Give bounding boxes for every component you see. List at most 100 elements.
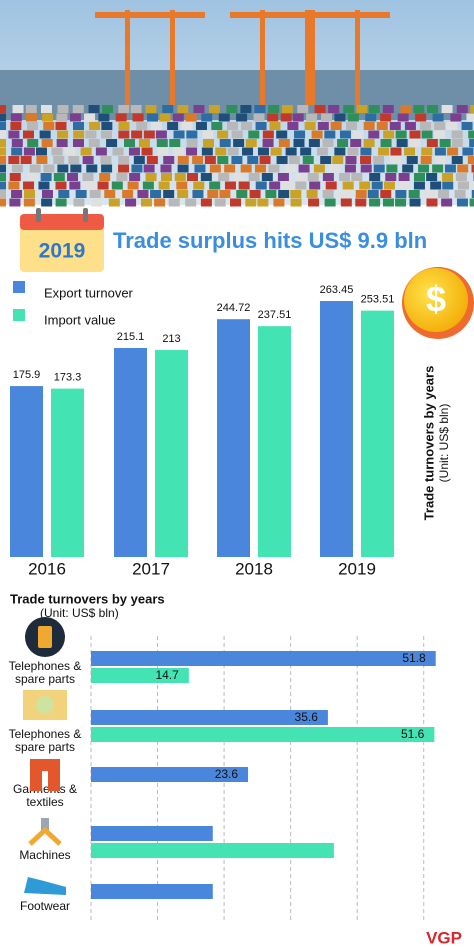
container	[261, 173, 273, 181]
container	[192, 156, 204, 164]
container	[334, 147, 346, 156]
container	[471, 164, 474, 173]
container	[420, 156, 432, 164]
container	[240, 164, 252, 173]
container	[128, 147, 140, 156]
container	[262, 130, 274, 139]
container	[255, 122, 267, 130]
container	[363, 139, 375, 147]
container	[432, 113, 444, 122]
container	[0, 190, 6, 198]
crane-leg	[355, 10, 360, 105]
container	[194, 164, 206, 173]
container	[413, 181, 425, 190]
container	[133, 156, 145, 164]
container	[8, 130, 20, 139]
container	[257, 147, 269, 156]
container	[249, 190, 261, 198]
container	[101, 122, 113, 130]
container	[0, 156, 6, 164]
container	[245, 198, 257, 207]
container	[150, 122, 162, 130]
container	[340, 198, 352, 207]
coin	[404, 268, 468, 332]
container	[257, 198, 269, 207]
container	[280, 113, 292, 122]
container	[467, 156, 474, 164]
container	[382, 198, 394, 207]
container	[262, 139, 274, 147]
container	[395, 198, 407, 207]
container	[408, 190, 420, 198]
container	[11, 147, 23, 156]
container	[255, 181, 267, 190]
container	[383, 130, 395, 139]
bar	[10, 386, 43, 557]
crane-leg	[260, 10, 265, 105]
container	[20, 156, 32, 164]
container	[451, 156, 463, 164]
container	[380, 139, 392, 147]
container	[75, 190, 87, 198]
container	[430, 181, 442, 190]
calendar-ring	[83, 208, 88, 222]
container	[231, 130, 243, 139]
container	[162, 105, 174, 113]
container	[23, 147, 35, 156]
container	[468, 130, 474, 139]
container	[309, 181, 321, 190]
crane-beam	[280, 12, 390, 18]
container	[268, 164, 280, 173]
container	[238, 181, 250, 190]
bar	[91, 651, 436, 666]
value-label: 263.45	[320, 284, 354, 296]
container	[174, 173, 186, 181]
container	[277, 173, 289, 181]
container	[413, 173, 425, 181]
container	[462, 147, 474, 156]
container	[140, 198, 152, 207]
container	[67, 173, 79, 181]
container	[427, 105, 439, 113]
container	[350, 139, 362, 147]
container	[240, 105, 252, 113]
container	[138, 139, 150, 147]
container	[57, 164, 69, 173]
container	[355, 198, 367, 207]
container	[69, 181, 81, 190]
axis-unit: (Unit: US$ bln)	[437, 404, 451, 483]
container	[457, 164, 469, 173]
container	[269, 181, 281, 190]
container	[218, 113, 230, 122]
container	[118, 122, 130, 130]
container	[438, 190, 450, 198]
container	[281, 105, 293, 113]
container	[41, 198, 53, 207]
container	[421, 147, 433, 156]
category-label: Footwear	[20, 899, 70, 913]
category-label: Telephones &	[9, 659, 82, 673]
crane-leg	[305, 10, 310, 105]
container	[322, 139, 334, 147]
container	[209, 181, 221, 190]
container	[55, 122, 67, 130]
x-tick-label: 2018	[235, 559, 273, 578]
container	[332, 156, 344, 164]
bar	[320, 301, 353, 557]
calendar-icon: 2019	[20, 208, 104, 272]
container	[173, 130, 185, 139]
container	[446, 122, 458, 130]
container	[25, 113, 37, 122]
container	[167, 122, 179, 130]
container	[195, 122, 207, 130]
container	[334, 113, 346, 122]
bar	[91, 884, 213, 899]
container	[143, 164, 155, 173]
container	[201, 113, 213, 122]
container	[307, 173, 319, 181]
container	[300, 147, 312, 156]
container	[447, 147, 459, 156]
container	[363, 122, 375, 130]
icon	[36, 696, 54, 714]
container	[325, 181, 337, 190]
